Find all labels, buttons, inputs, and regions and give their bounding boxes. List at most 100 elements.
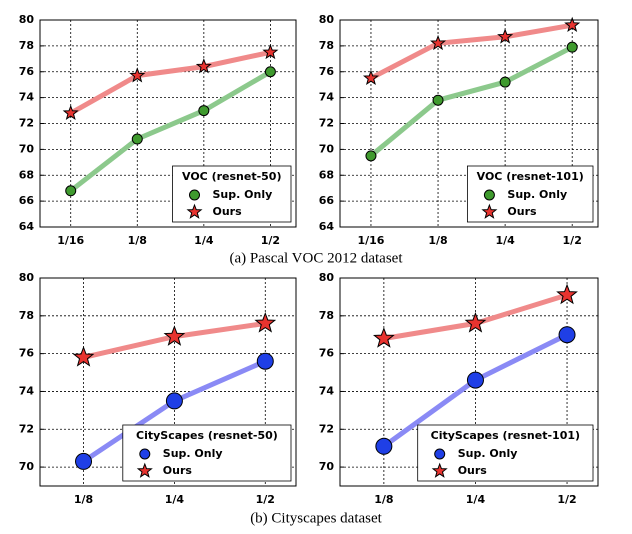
data-point: [262, 43, 279, 60]
x-tick-label: 1/8: [428, 234, 447, 247]
y-tick-label: 64: [319, 220, 335, 233]
x-tick-label: 1/8: [128, 234, 147, 247]
y-tick-label: 80: [19, 13, 35, 26]
x-tick-label: 1/4: [194, 234, 214, 247]
x-tick-label: 1/8: [74, 493, 93, 506]
y-tick-label: 70: [19, 142, 35, 155]
y-tick-label: 74: [319, 384, 335, 397]
legend-label: Sup. Only: [163, 447, 223, 460]
y-tick-label: 76: [19, 347, 35, 360]
legend-marker: [483, 189, 495, 201]
y-tick-label: 70: [319, 142, 335, 155]
legend: CityScapes (resnet-50) Sup. Only Ours: [122, 424, 292, 482]
caption: (b) Cityscapes dataset: [250, 510, 382, 526]
legend-title: VOC (resnet-50): [182, 170, 281, 183]
data-point: [165, 392, 183, 410]
x-tick-label: 1/4: [466, 493, 486, 506]
data-point: [72, 345, 95, 367]
x-tick-label: 1/4: [495, 234, 515, 247]
y-tick-label: 70: [319, 460, 335, 473]
data-point: [65, 185, 77, 197]
data-point: [430, 34, 447, 51]
legend-marker: [189, 189, 200, 201]
y-tick-label: 72: [319, 422, 334, 435]
legend-box: [122, 424, 292, 482]
x-tick-label: 1/4: [165, 493, 185, 506]
data-point: [499, 76, 511, 88]
data-point: [464, 311, 487, 333]
y-tick-label: 74: [319, 91, 335, 104]
series-line: [368, 44, 575, 159]
data-point: [375, 437, 393, 455]
y-tick-label: 80: [319, 13, 335, 26]
legend-label: Ours: [163, 464, 193, 477]
y-tick-label: 68: [319, 168, 334, 181]
data-point: [131, 133, 143, 145]
legend-label: Ours: [213, 205, 243, 218]
data-point: [254, 311, 277, 333]
series-line: [368, 22, 575, 81]
y-tick-label: 78: [319, 309, 334, 322]
axes-frame: [339, 19, 599, 228]
data-point: [566, 41, 578, 53]
data-point: [497, 28, 514, 44]
data-point: [264, 66, 276, 78]
y-tick-label: 68: [19, 168, 34, 181]
legend-label: Ours: [507, 205, 537, 218]
legend-title: CityScapes (resnet-101): [431, 429, 580, 442]
y-tick-label: 64: [19, 220, 35, 233]
legend-label: Sup. Only: [458, 447, 518, 460]
y-tick-label: 78: [319, 39, 334, 52]
y-tick-label: 72: [319, 117, 334, 130]
data-point: [432, 94, 444, 106]
legend-marker: [139, 448, 151, 460]
legend-marker: [481, 203, 498, 219]
data-point: [163, 325, 186, 346]
data-point: [198, 105, 210, 117]
legend-title: CityScapes (resnet-50): [136, 429, 278, 442]
axes-frame: [39, 19, 297, 228]
x-tick-label: 1/2: [261, 234, 280, 247]
legend: VOC (resnet-101) Sup. Only Ours: [466, 165, 594, 223]
y-tick-label: 72: [19, 422, 34, 435]
x-tick-label: 1/2: [557, 493, 576, 506]
x-tick-label: 1/16: [57, 234, 84, 247]
data-point: [195, 58, 212, 74]
series-line: [68, 69, 273, 194]
x-tick-label: 1/16: [357, 234, 384, 247]
x-tick-label: 1/2: [256, 493, 275, 506]
legend-marker: [186, 203, 203, 219]
x-tick-label: 1/2: [563, 234, 582, 247]
y-tick-label: 76: [319, 347, 335, 360]
y-tick-label: 78: [19, 39, 34, 52]
data-point: [556, 283, 578, 305]
y-tick-label: 66: [319, 194, 335, 207]
y-tick-label: 76: [19, 65, 35, 78]
legend: CityScapes (resnet-101) Sup. Only Ours: [417, 424, 594, 482]
data-point: [362, 69, 379, 86]
y-tick-label: 76: [319, 65, 335, 78]
data-point: [256, 352, 274, 370]
data-point: [75, 452, 93, 470]
data-point: [372, 327, 395, 348]
y-tick-label: 78: [19, 309, 34, 322]
data-point: [558, 326, 576, 344]
legend-marker: [431, 462, 448, 478]
axes-frame: [339, 277, 599, 487]
data-point: [365, 150, 377, 162]
legend-label: Ours: [458, 464, 488, 477]
y-tick-label: 72: [19, 117, 34, 130]
data-point: [564, 16, 581, 32]
legend-label: Sup. Only: [213, 188, 273, 201]
y-tick-label: 70: [19, 460, 35, 473]
data-point: [62, 104, 79, 120]
axes-frame: [39, 277, 297, 487]
legend: VOC (resnet-50) Sup. Only Ours: [172, 165, 292, 223]
caption: (a) Pascal VOC 2012 dataset: [229, 250, 403, 266]
x-tick-label: 1/8: [374, 493, 393, 506]
y-tick-label: 80: [319, 271, 335, 284]
series-line: [68, 49, 273, 116]
y-tick-label: 80: [19, 271, 35, 284]
y-tick-label: 66: [19, 194, 35, 207]
